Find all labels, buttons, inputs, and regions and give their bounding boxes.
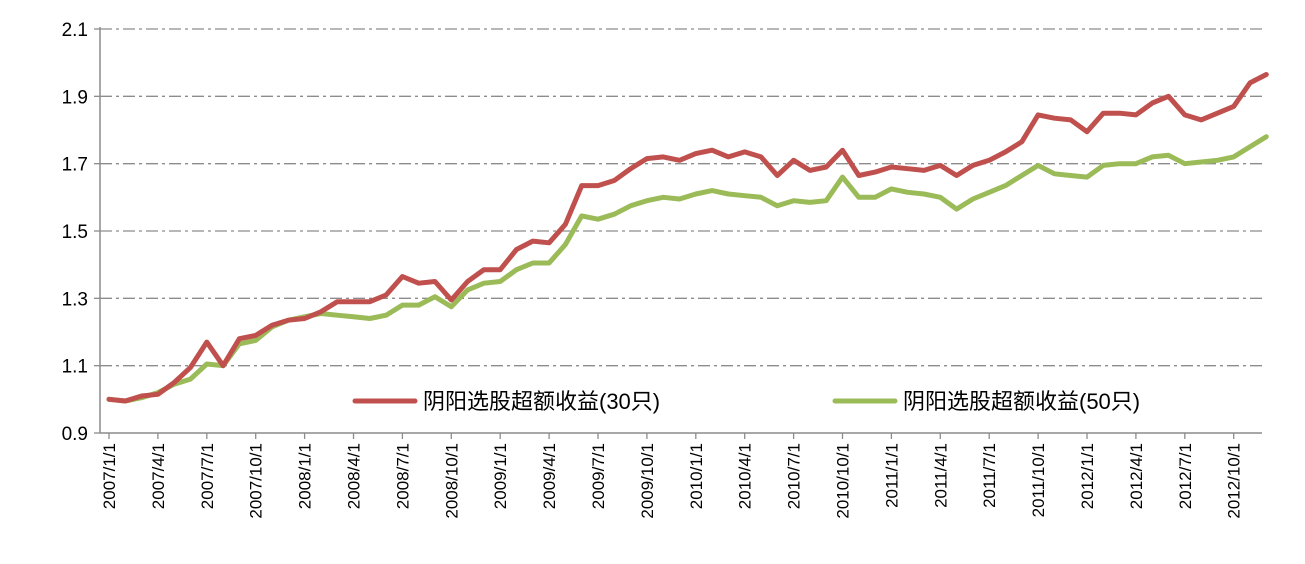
x-tick-label: 2007/1/1 <box>100 443 119 509</box>
x-tick-label: 2009/1/1 <box>491 443 510 509</box>
series-line <box>106 72 1269 404</box>
x-axis-ticks: 2007/1/1 2007/4/1 2007/7/1 2007/10/1 2008/1/… <box>100 433 1244 519</box>
legend-label: 阴阳选股超额收益(30只) <box>423 389 660 414</box>
legend-label: 阴阳选股超额收益(50只) <box>903 389 1140 414</box>
legend: 阴阳选股超额收益(30只) 阴阳选股超额收益(50只) <box>352 389 1140 414</box>
y-axis-ticks: 0.9 1.1 1.3 1.5 1.7 1.9 2.1 <box>62 20 100 445</box>
x-tick-label: 2010/7/1 <box>785 443 804 509</box>
x-tick-label: 2007/10/1 <box>247 443 266 519</box>
grid <box>100 28 1262 367</box>
x-tick-label: 2009/10/1 <box>638 443 657 519</box>
x-tick-label: 2011/4/1 <box>931 443 950 508</box>
x-tick-label: 2008/1/1 <box>296 443 315 509</box>
x-tick-label: 2012/10/1 <box>1225 443 1244 519</box>
x-tick-label: 2008/10/1 <box>442 443 461 519</box>
x-tick-label: 2011/10/1 <box>1029 443 1048 517</box>
axes <box>99 27 1262 434</box>
x-tick-label: 2011/7/1 <box>980 443 999 508</box>
x-tick-label: 2009/4/1 <box>540 443 559 509</box>
series-lines <box>106 72 1269 404</box>
y-tick-label: 0.9 <box>62 424 88 445</box>
y-tick-label: 1.5 <box>62 222 88 243</box>
x-tick-label: 2007/4/1 <box>149 443 168 509</box>
x-tick-label: 2008/7/1 <box>393 443 412 509</box>
x-tick-label: 2011/1/1 <box>882 443 901 508</box>
x-tick-label: 2010/1/1 <box>687 443 706 509</box>
x-tick-label: 2012/7/1 <box>1176 443 1195 509</box>
y-tick-label: 2.1 <box>62 20 88 41</box>
x-tick-label: 2010/10/1 <box>834 443 853 519</box>
x-tick-label: 2009/7/1 <box>589 443 608 509</box>
y-tick-label: 1.9 <box>62 87 88 108</box>
y-tick-label: 1.3 <box>62 289 88 310</box>
x-tick-label: 2012/4/1 <box>1127 443 1146 509</box>
x-tick-label: 2007/7/1 <box>198 443 217 509</box>
x-tick-label: 2010/4/1 <box>736 443 755 509</box>
x-tick-label: 2012/1/1 <box>1078 443 1097 509</box>
y-tick-label: 1.1 <box>62 357 88 378</box>
series-line <box>106 134 1269 404</box>
y-tick-label: 1.7 <box>62 155 88 176</box>
x-tick-label: 2008/4/1 <box>345 443 364 509</box>
